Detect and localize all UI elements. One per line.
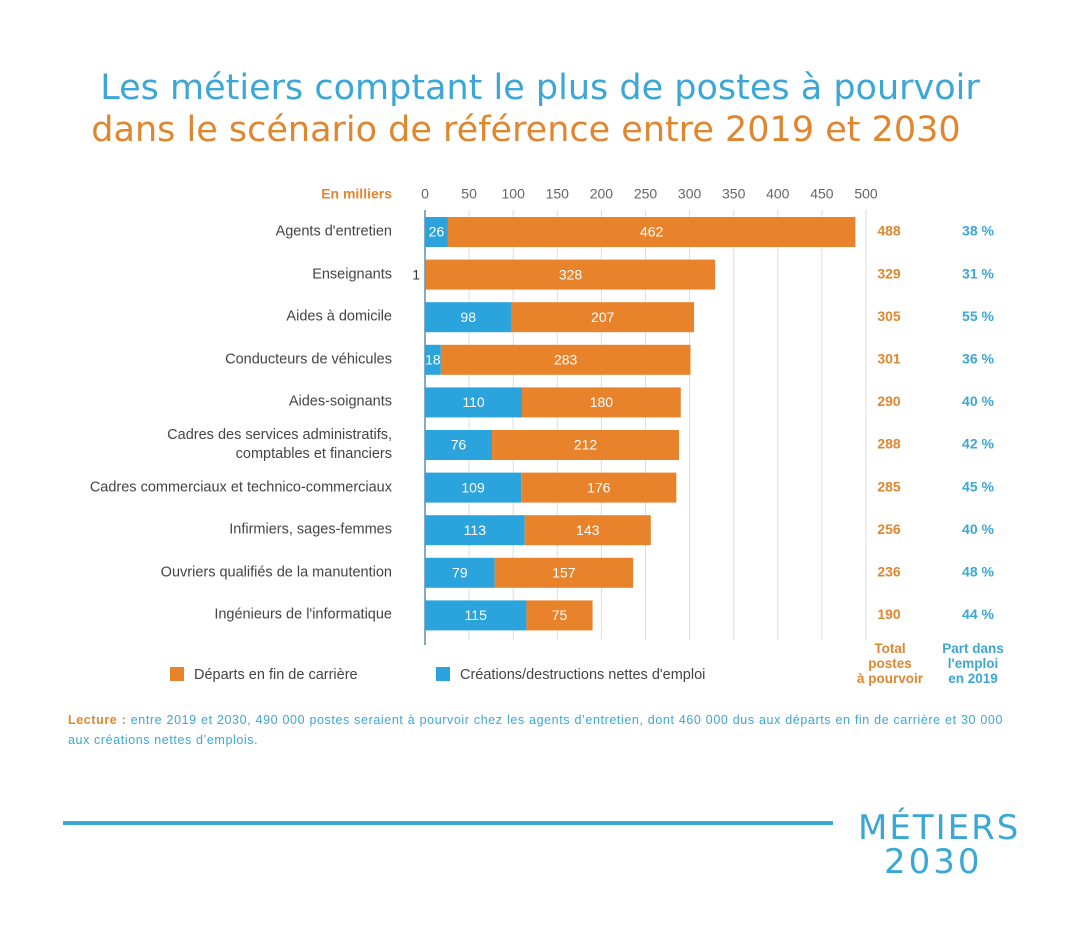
x-axis-label: En milliers [321,186,392,202]
total-value: 285 [877,478,901,494]
data-label: 113 [464,522,487,538]
bar-segment [425,259,426,290]
data-label: 328 [559,266,583,282]
x-tick-label: 350 [722,186,746,202]
bar-segment [425,344,441,375]
data-label: 180 [590,394,614,410]
bar-segment [425,472,522,503]
note: Lecture : entre 2019 et 2030, 490 000 po… [68,710,1003,750]
data-label: 176 [587,479,611,495]
share-value: 36 % [962,351,994,367]
note-label: Lecture : [68,713,127,727]
category-label: Infirmiers, sages-femmes [229,521,392,538]
bar-segment [425,259,716,290]
data-label: 1 [412,266,420,282]
data-label: 212 [574,437,598,453]
legend-swatch [436,667,450,681]
share-value: 38 % [962,223,994,239]
data-label: 109 [461,479,485,495]
data-label: 157 [552,565,576,581]
share-header: Part dans l'emploi en 2019 [942,641,1004,686]
x-tick-label: 50 [461,186,477,202]
x-tick-label: 450 [810,186,834,202]
chart-subtitle: dans le scénario de référence entre 2019… [91,110,961,150]
legend-label: Créations/destructions nettes d'emploi [460,667,705,683]
category-label: Ingénieurs de l'informatique [214,606,392,623]
total-value: 305 [877,308,901,324]
logo-line1: MÉTIERS [858,808,1021,848]
data-label: 18 [425,352,441,368]
share-value: 42 % [962,436,994,452]
x-tick-label: 300 [678,186,702,202]
category-label: Ouvriers qualifiés de la manutention [160,564,392,581]
total-value: 236 [877,564,901,580]
x-tick-label: 200 [590,186,614,202]
legend-label: Départs en fin de carrière [194,667,358,683]
logo-line2: 2030 [884,842,983,882]
bar-segment [440,344,691,375]
share-value: 40 % [962,521,994,537]
bar-segment [425,600,527,631]
data-label: 110 [462,394,485,410]
share-value: 31 % [962,265,994,281]
bar-segment [425,515,525,546]
bar-segment [522,387,681,418]
share-value: 40 % [962,393,994,409]
x-tick-label: 150 [546,186,570,202]
total-value: 488 [877,223,901,239]
bar-segment [425,387,523,418]
share-value: 44 % [962,606,994,622]
bar-segment [521,472,677,503]
category-label: Cadres commerciaux et technico-commercia… [89,479,392,496]
x-tick-label: 400 [766,186,790,202]
category-label: Aides-soignants [288,393,392,410]
bar-segment [492,430,680,460]
data-label: 143 [576,522,600,538]
bar-segment [447,217,856,247]
data-label: 79 [452,565,468,581]
bar-segment [425,557,495,588]
total-value: 256 [877,521,901,537]
bar-segment [494,557,634,588]
total-value: 329 [877,265,901,281]
data-label: 462 [640,224,664,240]
x-tick-label: 0 [421,186,429,202]
data-label: 115 [465,607,488,623]
category-label: Agents d'entretien [275,223,392,240]
note-text: entre 2019 et 2030, 490 000 postes serai… [68,713,1003,747]
category-label: Aides à domicile [286,308,392,325]
bar-segment [526,600,593,631]
data-label: 283 [554,352,578,368]
share-value: 55 % [962,308,994,324]
data-label: 98 [460,309,476,325]
category-label: Enseignants [312,266,392,283]
total-value: 288 [877,436,901,452]
legend-swatch [170,667,184,681]
x-tick-label: 250 [634,186,658,202]
category-label: Conducteurs de véhicules [225,351,392,368]
chart-title: Les métiers comptant le plus de postes à… [100,68,980,108]
share-value: 48 % [962,564,994,580]
divider [63,821,833,825]
share-value: 45 % [962,478,994,494]
category-label: Cadres des services administratifs, comp… [167,427,392,462]
bar-segment [511,302,695,333]
bar-segment [425,217,448,247]
data-label: 26 [429,224,445,240]
data-label: 207 [591,309,615,325]
x-tick-label: 500 [854,186,878,202]
bar-segment [425,430,493,460]
bar-segment [425,302,512,333]
total-value: 290 [877,393,901,409]
total-value: 301 [877,351,901,367]
data-label: 75 [552,607,568,623]
bar-segment [524,515,651,546]
totals-header: Total postes à pourvoir [856,641,923,686]
data-label: 76 [451,437,467,453]
total-value: 190 [877,606,901,622]
x-tick-label: 100 [502,186,526,202]
